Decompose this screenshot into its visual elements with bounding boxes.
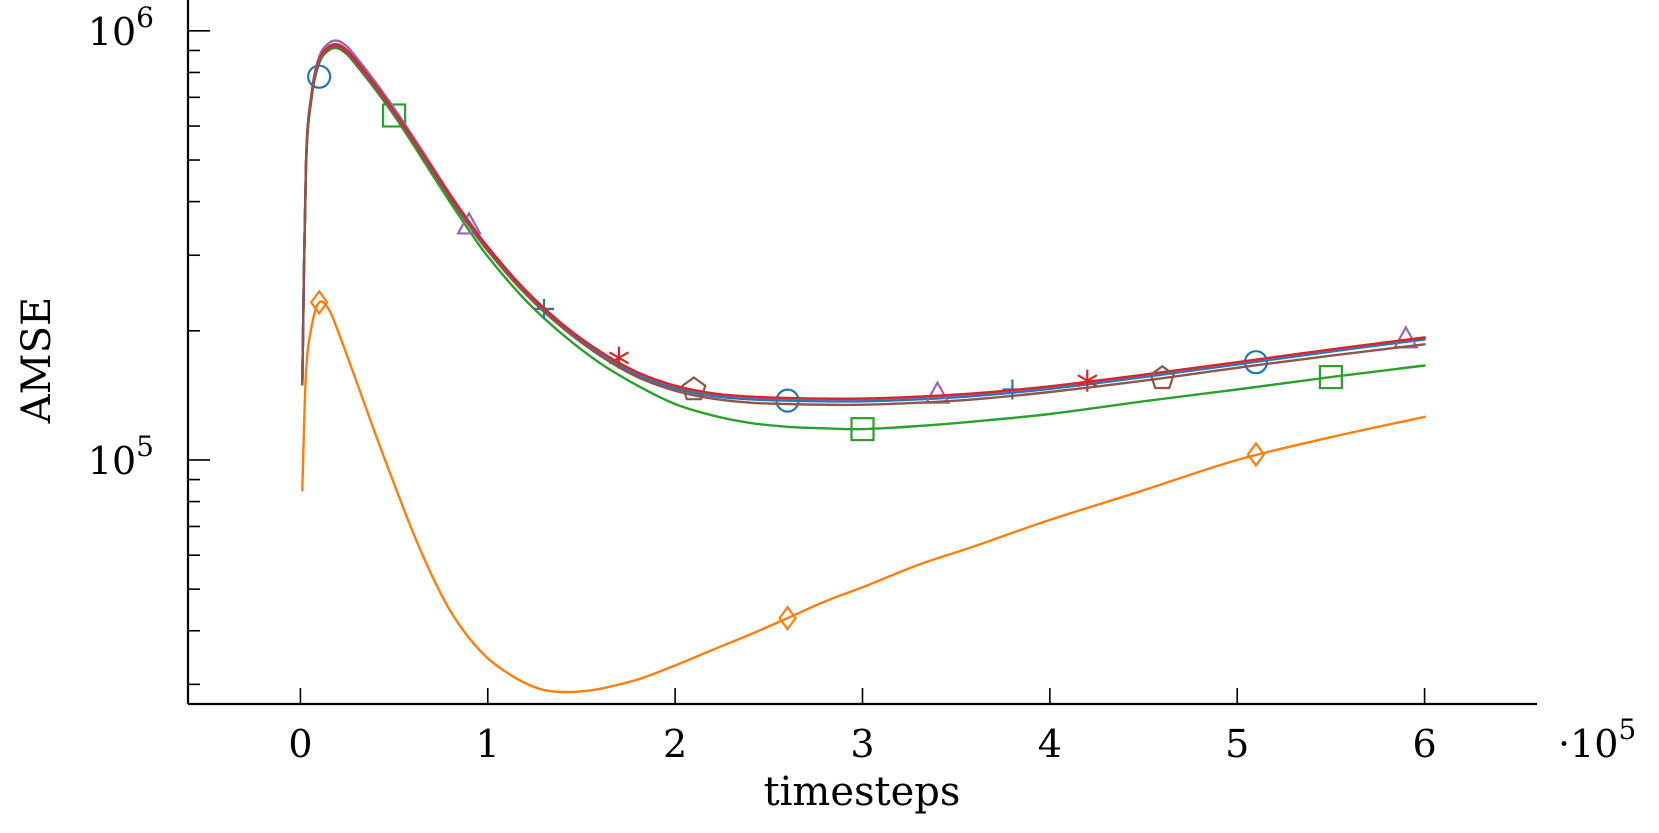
data-point-square — [381, 103, 407, 128]
series-triangle — [301, 39, 1426, 404]
series-line-pentagon — [301, 45, 1426, 407]
x-tick-label: 5 — [1225, 722, 1249, 766]
data-point-pentagon — [1149, 364, 1175, 390]
data-point-diamond — [778, 605, 797, 632]
y-tick-base: 10 — [88, 439, 136, 483]
x-tick-label: 3 — [850, 722, 874, 766]
y-tick-label: 105 — [88, 430, 154, 483]
plot-area — [301, 39, 1426, 694]
y-tick-label: 106 — [88, 1, 154, 54]
series-square — [301, 46, 1426, 442]
data-point-square — [850, 417, 875, 442]
series-pentagon — [301, 45, 1426, 407]
x-ticks: 0 1 2 3 4 5 6 — [288, 688, 1437, 766]
data-point-triangle — [456, 211, 482, 235]
x-tick-label: 4 — [1038, 722, 1062, 766]
series-line-square — [301, 46, 1426, 431]
y-axis-title: AMSE — [14, 297, 60, 424]
x-scale-base: ·10 — [1558, 722, 1618, 766]
series-line-asterisk — [301, 42, 1426, 400]
x-tick-label: 1 — [476, 722, 500, 766]
y-tick-exponent: 5 — [136, 430, 154, 463]
series-line-circle — [301, 44, 1426, 403]
y-tick-base: 10 — [88, 10, 136, 54]
x-tick-label: 2 — [663, 722, 687, 766]
x-tick-label: 0 — [288, 722, 312, 766]
y-tick-exponent: 6 — [136, 1, 154, 34]
x-scale-label: ·105 — [1558, 713, 1636, 766]
series-asterisk — [301, 42, 1426, 400]
series-line-triangle — [301, 39, 1426, 401]
data-point-triangle — [1392, 325, 1419, 349]
data-point-square — [1318, 365, 1344, 390]
series-line-diamond — [301, 300, 1426, 694]
series-diamond — [301, 289, 1426, 694]
data-point-circle — [307, 64, 332, 89]
data-point-diamond — [309, 289, 329, 316]
data-point-circle — [775, 388, 800, 413]
data-point-asterisk — [608, 346, 630, 369]
data-point-pentagon — [681, 376, 707, 401]
data-point-diamond — [1246, 441, 1266, 468]
x-scale-exponent: 5 — [1618, 713, 1636, 746]
x-axis-title: timesteps — [764, 769, 961, 815]
x-tick-label: 6 — [1412, 722, 1436, 766]
